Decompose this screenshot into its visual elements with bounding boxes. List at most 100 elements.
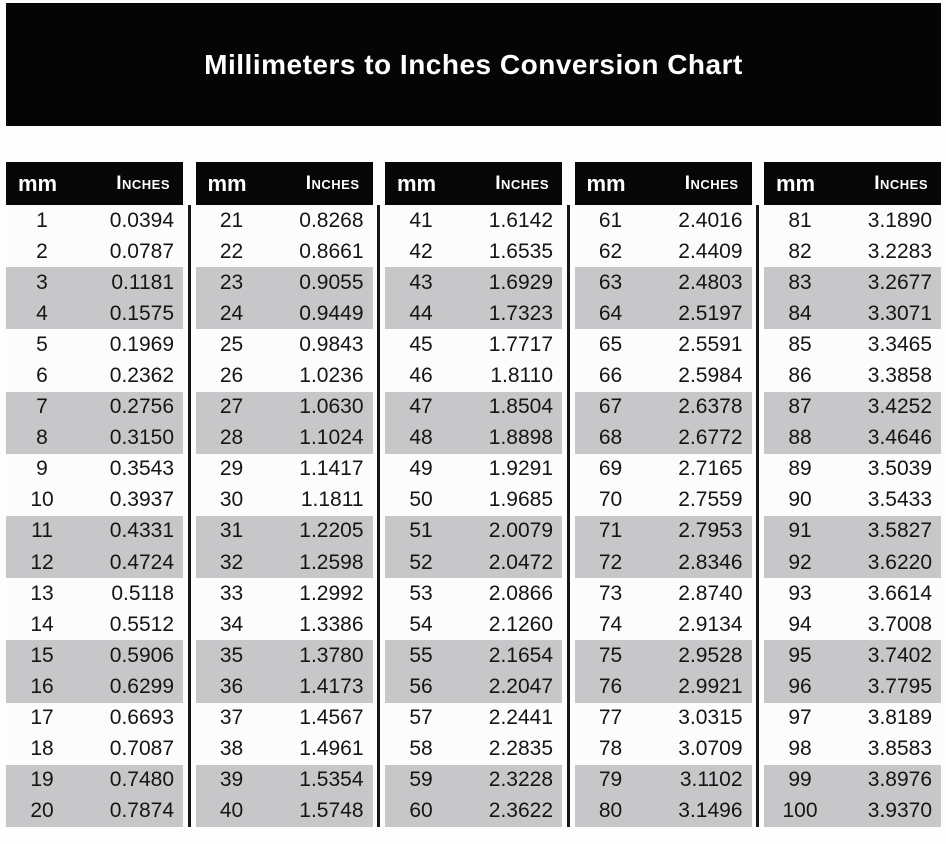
inches-value: 2.0079 (488, 519, 553, 543)
table-row: 76 2.9921 (574, 671, 752, 703)
mm-value: 47 (409, 395, 433, 419)
inches-value: 3.3858 (867, 364, 932, 388)
table-row: 42 1.6535 (385, 236, 562, 268)
table-row: 34 1.3386 (195, 609, 373, 641)
table-row: 38 1.4961 (195, 733, 373, 765)
table-row: 77 3.0315 (574, 702, 752, 734)
inches-value: 3.2283 (867, 239, 932, 263)
mm-value: 7 (36, 395, 48, 419)
conversion-table-4: mm Inches 61 2.4016 62 2.4409 63 2.4803 64 2.5197… (574, 162, 752, 827)
table-row: 79 3.1102 (574, 764, 752, 796)
inches-value: 1.2598 (299, 550, 364, 574)
inches-value: 2.4803 (678, 270, 743, 294)
inches-value: 1.6929 (488, 270, 553, 294)
mm-value: 60 (409, 799, 433, 823)
table-row: 95 3.7402 (764, 640, 941, 672)
inches-value: 0.1575 (109, 301, 174, 325)
mm-value: 25 (219, 332, 244, 356)
table-row: 33 1.2992 (195, 578, 373, 610)
table-row: 30 1.1811 (195, 484, 373, 516)
mm-value: 98 (788, 737, 812, 761)
mm-value: 96 (788, 674, 812, 698)
mm-value: 90 (788, 488, 812, 512)
conversion-table-2: mm Inches 21 0.8268 22 0.8661 23 0.9055 24 0.9449… (195, 162, 373, 827)
table-divider (377, 205, 381, 827)
inches-value: 1.7717 (488, 332, 553, 356)
table-row: 50 1.9685 (385, 484, 562, 516)
inches-value: 3.2677 (867, 270, 932, 294)
mm-value: 74 (598, 612, 623, 636)
mm-value: 69 (598, 457, 623, 481)
inches-value: 1.2205 (299, 519, 364, 543)
mm-value: 51 (409, 519, 433, 543)
table-row: 88 3.4646 (764, 422, 941, 454)
inches-value: 1.8898 (488, 426, 553, 450)
table-row: 8 0.3150 (6, 422, 183, 454)
inches-value: 1.0236 (299, 364, 364, 388)
mm-value: 11 (31, 519, 53, 543)
mm-value: 46 (409, 364, 433, 388)
table-row: 44 1.7323 (385, 298, 562, 330)
table-row: 14 0.5512 (6, 609, 183, 641)
table-row: 99 3.8976 (764, 764, 941, 796)
mm-value: 52 (409, 550, 433, 574)
inches-value: 0.7480 (109, 768, 174, 792)
inches-value: 2.4409 (678, 239, 743, 263)
table-row: 37 1.4567 (195, 702, 373, 734)
inches-value: 0.0787 (109, 239, 174, 263)
mm-value: 62 (598, 239, 623, 263)
mm-value: 59 (409, 768, 433, 792)
mm-value: 41 (409, 208, 433, 232)
page-title: Millimeters to Inches Conversion Chart (204, 48, 743, 80)
table-row: 6 0.2362 (6, 360, 183, 392)
mm-value: 89 (788, 457, 812, 481)
inches-value: 1.5748 (299, 799, 364, 823)
table-row: 81 3.1890 (764, 205, 941, 237)
inches-value: 2.3622 (488, 799, 553, 823)
mm-value: 63 (598, 270, 623, 294)
mm-value: 5 (36, 332, 48, 356)
mm-value: 30 (219, 488, 244, 512)
table-row: 20 0.7874 (6, 795, 183, 827)
inches-value: 1.1024 (299, 426, 364, 450)
inches-value: 1.1811 (300, 488, 364, 512)
table-row: 80 3.1496 (574, 795, 752, 827)
mm-value: 37 (219, 706, 244, 730)
inches-value: 2.6378 (678, 395, 743, 419)
table-row: 16 0.6299 (6, 671, 183, 703)
inches-value: 0.4724 (109, 550, 174, 574)
table-row: 53 2.0866 (385, 578, 562, 610)
table-row: 18 0.7087 (6, 733, 183, 765)
mm-value: 73 (598, 581, 623, 605)
inches-value: 3.7795 (867, 674, 932, 698)
table-row: 39 1.5354 (195, 764, 373, 796)
table-row: 71 2.7953 (574, 515, 752, 548)
mm-value: 34 (219, 612, 244, 636)
inches-value: 2.2441 (488, 706, 553, 730)
mm-value: 43 (409, 270, 433, 294)
inches-value: 0.1969 (109, 332, 174, 356)
mm-value: 53 (409, 581, 433, 605)
table-row: 68 2.6772 (574, 422, 752, 454)
table-row: 92 3.6220 (764, 547, 941, 579)
table-row: 5 0.1969 (6, 329, 183, 361)
inches-value: 3.3071 (867, 301, 932, 325)
mm-column-header: mm (18, 170, 58, 196)
mm-column-header: mm (207, 170, 247, 196)
table-row: 49 1.9291 (385, 453, 562, 485)
mm-value: 61 (598, 208, 623, 232)
mm-value: 14 (30, 612, 54, 636)
mm-value: 70 (598, 488, 623, 512)
inches-value: 2.5591 (678, 332, 743, 356)
mm-value: 77 (598, 706, 623, 730)
inches-value: 2.7559 (678, 488, 743, 512)
mm-value: 3 (36, 270, 48, 294)
mm-value: 32 (219, 550, 244, 574)
mm-value: 92 (788, 550, 812, 574)
table-row: 96 3.7795 (764, 671, 941, 703)
table-row: 82 3.2283 (764, 236, 941, 268)
conversion-table-5: mm Inches 81 3.1890 82 3.2283 83 3.2677 84 3.3071… (764, 162, 941, 827)
mm-value: 65 (598, 332, 623, 356)
mm-value: 12 (30, 550, 54, 574)
mm-value: 24 (219, 301, 244, 325)
